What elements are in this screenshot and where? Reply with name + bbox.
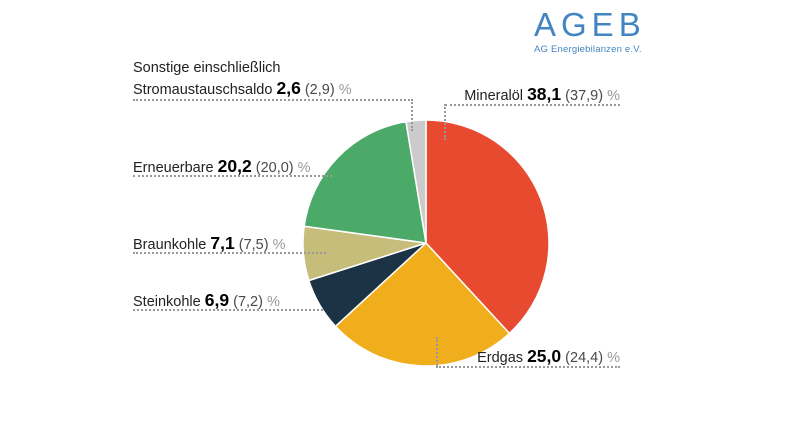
leader-line-mineraloel-v <box>444 104 446 140</box>
pie-slice-mineraloel <box>425 119 550 335</box>
leader-line-steinkohle-h <box>133 309 323 311</box>
leader-line-braunkohle-h <box>133 252 326 254</box>
slice-label-mineraloel: Mineralöl <box>464 88 524 104</box>
slice-prev-erdgas: (24,4) <box>565 350 604 366</box>
slice-value-sonstige: 2,6 <box>276 78 301 98</box>
leader-line-sonstige-h <box>133 99 413 101</box>
slice-value-mineraloel: 38,1 <box>527 84 562 104</box>
slice-value-steinkohle: 6,9 <box>204 290 230 310</box>
slice-label-sonstige-line1: Sonstige einschließlich <box>133 60 281 76</box>
slice-unit-steinkohle: % <box>266 294 280 310</box>
slice-value-erdgas: 25,0 <box>527 346 562 366</box>
slice-prev-braunkohle: (7,5) <box>238 237 269 253</box>
slice-unit-sonstige: % <box>338 82 352 98</box>
slice-label-sonstige-line2: Stromaustauschsaldo <box>133 82 273 98</box>
logo-title: AGEB <box>534 6 646 43</box>
slice-label-erneuerbare: Erneuerbare <box>133 160 214 176</box>
slice-prev-erneuerbare: (20,0) <box>255 160 294 176</box>
callout-mineraloel: Mineralöl 38,1 (37,9) % <box>464 84 620 106</box>
slice-unit-mineraloel: % <box>607 88 620 104</box>
callout-sonstige: Sonstige einschließlich Stromaustauschsa… <box>133 58 352 100</box>
pie-slice-sonstige <box>405 119 427 244</box>
slice-value-braunkohle: 7,1 <box>210 233 235 253</box>
leader-line-erdgas-h <box>436 366 620 368</box>
callout-braunkohle: Braunkohle 7,1 (7,5) % <box>133 233 286 255</box>
logo-subtitle: AG Energiebilanzen e.V. <box>534 44 642 55</box>
pie-slice-erneuerbare <box>303 120 427 244</box>
leader-line-erdgas-v <box>436 337 438 366</box>
slice-unit-braunkohle: % <box>272 237 286 253</box>
slice-label-steinkohle: Steinkohle <box>133 294 201 310</box>
ageb-logo: AGEB AG Energiebilanzen e.V. <box>534 8 644 55</box>
slice-label-erdgas: Erdgas <box>477 350 524 366</box>
callout-erdgas: Erdgas 25,0 (24,4) % <box>477 346 620 368</box>
callout-steinkohle: Steinkohle 6,9 (7,2) % <box>133 290 280 312</box>
slice-label-braunkohle: Braunkohle <box>133 237 207 253</box>
callout-erneuerbare: Erneuerbare 20,2 (20,0) % <box>133 156 311 178</box>
slice-unit-erdgas: % <box>607 350 620 366</box>
slice-prev-sonstige: (2,9) <box>304 82 335 98</box>
leader-line-sonstige-v <box>411 99 413 131</box>
slice-unit-erneuerbare: % <box>297 160 311 176</box>
slice-prev-mineraloel: (37,9) <box>565 88 604 104</box>
leader-line-erneuerbare-h <box>133 175 332 177</box>
slice-value-erneuerbare: 20,2 <box>217 156 252 176</box>
slice-prev-steinkohle: (7,2) <box>233 294 263 310</box>
pie-slice-erdgas <box>334 242 511 367</box>
leader-line-mineraloel-h <box>445 104 620 106</box>
